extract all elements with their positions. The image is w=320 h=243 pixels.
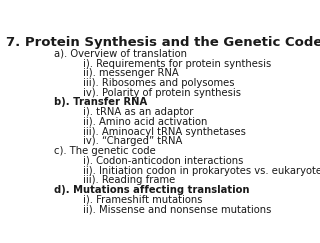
Text: iv). Polarity of protein synthesis: iv). Polarity of protein synthesis — [84, 88, 241, 98]
Text: a). Overview of translation: a). Overview of translation — [54, 49, 187, 59]
Text: b). Transfer RNA: b). Transfer RNA — [54, 97, 147, 107]
Text: iii). Reading frame: iii). Reading frame — [84, 175, 176, 185]
Text: iii). Ribosomes and polysomes: iii). Ribosomes and polysomes — [84, 78, 235, 88]
Text: ii). Initiation codon in prokaryotes vs. eukaryotes: ii). Initiation codon in prokaryotes vs.… — [84, 165, 320, 175]
Text: iv). “Charged” tRNA: iv). “Charged” tRNA — [84, 136, 183, 146]
Text: i). Codon-anticodon interactions: i). Codon-anticodon interactions — [84, 156, 244, 166]
Text: d). Mutations affecting translation: d). Mutations affecting translation — [54, 185, 249, 195]
Text: i). Requirements for protein synthesis: i). Requirements for protein synthesis — [84, 59, 272, 69]
Text: 7. Protein Synthesis and the Genetic Code: 7. Protein Synthesis and the Genetic Cod… — [6, 36, 320, 49]
Text: ii). Amino acid activation: ii). Amino acid activation — [84, 117, 208, 127]
Text: c). The genetic code: c). The genetic code — [54, 146, 156, 156]
Text: ii). messenger RNA: ii). messenger RNA — [84, 68, 179, 78]
Text: ii). Missense and nonsense mutations: ii). Missense and nonsense mutations — [84, 204, 272, 215]
Text: i). Frameshift mutations: i). Frameshift mutations — [84, 195, 203, 205]
Text: i). tRNA as an adaptor: i). tRNA as an adaptor — [84, 107, 194, 117]
Text: iii). Aminoacyl tRNA synthetases: iii). Aminoacyl tRNA synthetases — [84, 127, 246, 137]
